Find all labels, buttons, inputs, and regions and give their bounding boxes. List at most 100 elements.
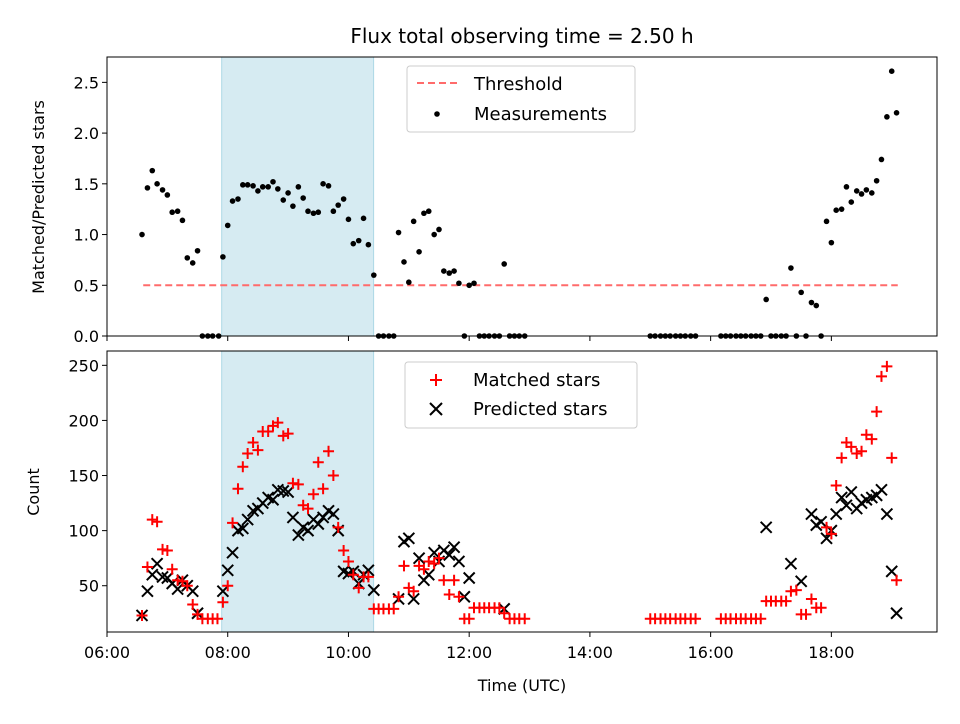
matched-star-point xyxy=(388,603,400,615)
chart-title: Flux total observing time = 2.50 h xyxy=(350,24,693,48)
matched-star-point xyxy=(272,417,284,429)
measurement-point xyxy=(813,302,820,309)
measurement-point xyxy=(884,114,890,120)
predicted-star-point xyxy=(241,513,254,526)
measurement-point xyxy=(259,184,266,190)
measurement-point xyxy=(471,280,477,287)
matched-star-point xyxy=(217,596,229,608)
measurement-point xyxy=(179,217,186,224)
predicted-star-point xyxy=(402,532,416,545)
predicted-star-point xyxy=(845,485,858,499)
matched-star-point xyxy=(237,461,249,473)
matched-star-point xyxy=(836,452,848,464)
matched-star-point xyxy=(252,444,264,456)
matched-stars-points xyxy=(136,360,903,625)
predicted-star-point xyxy=(840,499,853,512)
matched-star-point xyxy=(886,452,898,464)
measurement-point xyxy=(893,110,900,116)
measurement-point xyxy=(416,248,422,255)
matched-star-point xyxy=(443,589,455,601)
matched-star-point xyxy=(187,598,199,610)
predicted-star-point xyxy=(186,585,199,598)
measurement-point xyxy=(858,191,865,197)
measurement-point xyxy=(823,218,830,225)
bottom-y-tick-label: 200 xyxy=(68,411,99,430)
predicted-star-point xyxy=(407,592,420,606)
matched-star-point xyxy=(755,613,767,625)
measurement-point xyxy=(315,209,322,216)
matched-star-point xyxy=(166,563,178,575)
measurement-point xyxy=(144,185,151,191)
predicted-star-point xyxy=(266,493,280,506)
predicted-star-point xyxy=(784,557,798,570)
x-tick-label: 14:00 xyxy=(567,643,613,662)
matched-star-point xyxy=(232,483,244,495)
matched-star-point xyxy=(161,544,173,556)
measurement-point xyxy=(310,210,317,217)
measurement-point xyxy=(808,299,815,306)
legend-matched-label: Matched stars xyxy=(473,370,600,391)
predicted-star-point xyxy=(759,521,773,534)
predicted-star-point xyxy=(312,517,325,531)
matched-star-point xyxy=(332,521,344,533)
matched-star-point xyxy=(157,543,169,555)
matched-star-point xyxy=(881,360,893,372)
legend-threshold-label: Threshold xyxy=(473,74,563,95)
measurement-point xyxy=(888,68,895,75)
matched-star-point xyxy=(393,591,405,603)
matched-star-point xyxy=(418,563,430,575)
measurement-point xyxy=(425,208,432,215)
measurement-point xyxy=(164,192,171,198)
legend-measurements-label: Measurements xyxy=(474,104,607,125)
matched-star-point xyxy=(856,445,868,457)
measurement-point xyxy=(335,202,341,208)
matched-star-point xyxy=(690,613,702,625)
measurement-point xyxy=(240,182,246,188)
measurement-point xyxy=(863,187,870,193)
measurement-point xyxy=(305,208,311,215)
measurement-point xyxy=(788,265,794,271)
matched-star-point xyxy=(181,580,193,592)
top-y-tick-label: 0.0 xyxy=(74,327,99,346)
x-axis-label: Time (UTC) xyxy=(477,676,566,695)
measurement-point xyxy=(330,208,337,215)
predicted-star-point xyxy=(422,568,435,581)
measurement-point xyxy=(345,216,352,223)
matched-star-point xyxy=(317,483,329,495)
predicted-star-point xyxy=(890,607,903,620)
top-y-tick-label: 0.5 xyxy=(74,276,99,295)
measurement-point xyxy=(224,222,231,229)
measurement-point xyxy=(229,198,236,204)
matched-star-point xyxy=(519,613,531,625)
matched-star-point xyxy=(242,447,254,459)
matched-star-point xyxy=(830,479,842,491)
predicted-star-point xyxy=(835,491,848,504)
bottom-y-tick-label: 50 xyxy=(79,577,99,596)
predicted-star-point xyxy=(443,548,456,562)
measurement-point xyxy=(833,207,839,213)
bottom-y-tick-label: 150 xyxy=(68,467,99,486)
matched-star-point xyxy=(790,584,802,596)
matched-star-point xyxy=(227,517,239,529)
predicted-star-point xyxy=(367,583,381,597)
bottom-y-tick-label: 250 xyxy=(68,356,99,375)
measurement-point xyxy=(250,183,256,189)
matched-star-point xyxy=(866,433,878,445)
measurement-point xyxy=(270,178,276,185)
predicted-star-point xyxy=(146,568,159,581)
matched-star-point xyxy=(323,445,335,457)
x-tick-label: 10:00 xyxy=(325,643,371,662)
matched-star-point xyxy=(448,574,460,586)
predicted-star-point xyxy=(880,507,894,521)
measurement-point xyxy=(320,181,326,187)
matched-star-point xyxy=(222,580,234,592)
measurement-point xyxy=(300,195,306,201)
measurement-point xyxy=(244,182,251,188)
measurement-point xyxy=(431,231,437,238)
measurement-point xyxy=(456,280,462,287)
measurement-point xyxy=(873,177,880,184)
predicted-star-point xyxy=(462,571,476,585)
bottom-shaded-interval xyxy=(221,350,375,633)
predicted-star-point xyxy=(286,511,300,524)
